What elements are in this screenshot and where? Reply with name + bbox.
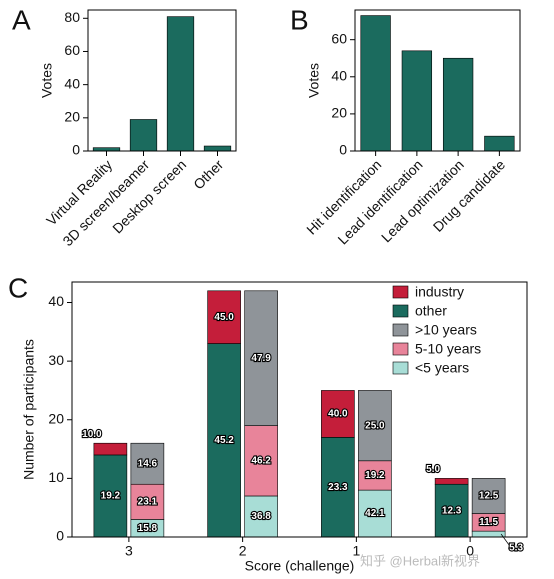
bar bbox=[442, 57, 474, 152]
value-label: 42.1 bbox=[365, 508, 385, 519]
legend-swatch bbox=[392, 342, 409, 356]
plot-frame bbox=[354, 9, 521, 152]
bar bbox=[484, 135, 515, 152]
x-tick-label: Hit identification bbox=[303, 156, 384, 237]
value-label: 25.0 bbox=[365, 420, 385, 431]
value-label: 45.2 bbox=[214, 435, 234, 446]
bar-segment bbox=[207, 290, 241, 344]
bar bbox=[360, 15, 391, 152]
value-label: 12.3 bbox=[442, 505, 462, 516]
value-label: 10.0 bbox=[82, 429, 102, 440]
y-tick-label: 60 bbox=[331, 30, 347, 46]
y-axis-label: Number of participants bbox=[21, 339, 37, 480]
y-tick-label: 0 bbox=[72, 142, 80, 158]
legend-label: >10 years bbox=[415, 322, 477, 338]
value-label: 23.1 bbox=[138, 496, 158, 507]
bar-segment bbox=[244, 290, 278, 426]
value-label: 23.3 bbox=[328, 482, 348, 493]
x-tick-label: 3 bbox=[125, 543, 133, 559]
plot-frame bbox=[87, 9, 237, 152]
bar-segment bbox=[130, 442, 165, 485]
value-label: 5.0 bbox=[426, 464, 440, 475]
legend-swatch bbox=[392, 304, 409, 318]
y-tick-label: 40 bbox=[48, 293, 64, 309]
bar-segment bbox=[244, 495, 278, 538]
legend-swatch bbox=[392, 323, 409, 337]
value-label: 15.8 bbox=[138, 523, 158, 534]
bar bbox=[166, 16, 195, 152]
watermark: 知乎 @Herbal新视界 bbox=[360, 553, 480, 568]
bar-segment bbox=[207, 343, 241, 538]
legend-swatch bbox=[392, 285, 409, 299]
bar-segment bbox=[358, 390, 392, 462]
x-tick-label: 2 bbox=[239, 543, 247, 559]
y-tick-label: 40 bbox=[64, 75, 80, 91]
bar bbox=[401, 50, 433, 152]
legend-swatch bbox=[392, 361, 409, 375]
bar-segment bbox=[358, 489, 392, 538]
x-tick-label: Other bbox=[190, 156, 226, 192]
y-tick-label: 40 bbox=[331, 67, 347, 83]
value-label: 12.5 bbox=[479, 491, 499, 502]
bar-segment bbox=[321, 390, 355, 438]
value-label: 11.5 bbox=[479, 517, 498, 528]
y-tick-label: 30 bbox=[48, 352, 64, 368]
bar-segment bbox=[93, 442, 128, 456]
y-tick-label: 0 bbox=[339, 142, 347, 158]
bar-segment bbox=[471, 478, 506, 514]
panel-label: B bbox=[290, 4, 309, 35]
bar bbox=[129, 119, 158, 152]
x-tick-label: Drug candidate bbox=[430, 156, 509, 235]
leader-line bbox=[500, 533, 510, 546]
y-axis-label: Votes bbox=[306, 63, 322, 98]
legend-label: <5 years bbox=[415, 360, 469, 376]
y-tick-label: 0 bbox=[56, 528, 64, 544]
y-axis-label: Votes bbox=[39, 63, 55, 98]
y-tick-label: 80 bbox=[64, 9, 80, 25]
value-label: 19.2 bbox=[365, 470, 385, 481]
legend-label: 5-10 years bbox=[415, 341, 481, 357]
panel-label: C bbox=[8, 272, 28, 303]
y-tick-label: 20 bbox=[64, 109, 80, 125]
legend-label: industry bbox=[415, 284, 464, 300]
x-tick-label: 1 bbox=[352, 543, 360, 559]
bar-segment bbox=[471, 530, 506, 538]
value-label: 5.3 bbox=[509, 543, 523, 554]
panel-label: A bbox=[12, 4, 31, 35]
value-label: 40.0 bbox=[328, 409, 348, 420]
value-label: 36.8 bbox=[251, 511, 271, 522]
legend-label: other bbox=[415, 303, 447, 319]
x-axis-label: Score (challenge) bbox=[245, 558, 355, 574]
value-label: 14.6 bbox=[138, 458, 158, 469]
plot-frame bbox=[71, 281, 528, 538]
bar bbox=[203, 145, 232, 152]
x-tick-label: 0 bbox=[466, 543, 474, 559]
bar-segment bbox=[321, 437, 355, 538]
bar-segment bbox=[244, 425, 278, 497]
bar-segment bbox=[434, 483, 469, 538]
y-tick-label: 60 bbox=[64, 42, 80, 58]
value-label: 45.0 bbox=[214, 312, 234, 323]
y-tick-label: 10 bbox=[48, 469, 64, 485]
bar-segment bbox=[358, 460, 392, 491]
value-label: 19.2 bbox=[101, 491, 121, 502]
value-label: 47.9 bbox=[251, 353, 271, 364]
y-tick-label: 20 bbox=[48, 410, 64, 426]
y-tick-label: 20 bbox=[331, 105, 347, 121]
value-label: 46.2 bbox=[251, 455, 271, 466]
bar-segment bbox=[434, 478, 469, 485]
